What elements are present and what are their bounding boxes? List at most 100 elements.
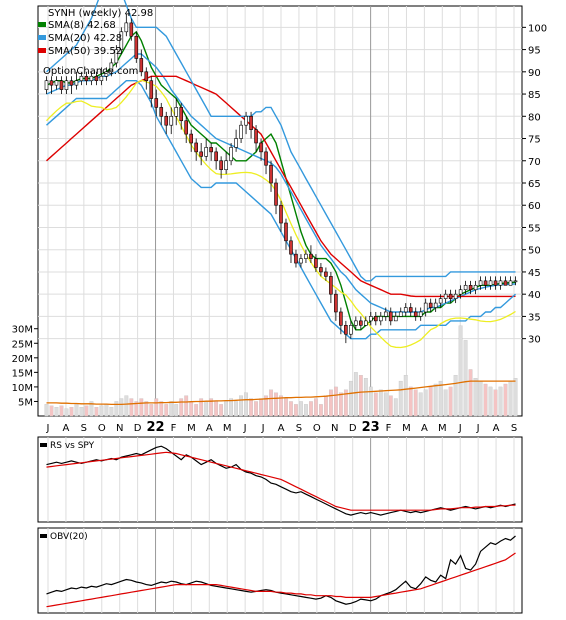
price-candle [413,307,418,321]
volume-bar [443,389,448,417]
price-candle [44,76,49,95]
volume-bar [199,398,204,417]
price-candle [349,320,353,339]
price-candle [403,303,408,317]
volume-bar [408,386,413,417]
volume-bar [473,378,478,417]
volume-bar [124,395,129,417]
price-tick-label: 95 [528,46,541,57]
x-month-label: M [223,423,232,434]
price-candle [488,276,493,290]
x-month-label: S [81,423,87,434]
price-candle [354,316,358,330]
x-month-label: J [476,423,480,434]
price-candle [369,311,373,326]
volume-bar [144,401,149,417]
volume-bar [438,380,443,417]
volume-bar [363,378,368,417]
price-candle [279,200,283,232]
volume-bar [44,404,49,417]
price-candle [59,76,64,95]
volume-tick-label: 5M [18,397,33,408]
price-candle [453,289,458,304]
volume-bar [373,392,378,417]
price-candle [269,160,273,192]
price-channel-guide-line [46,79,516,349]
price-candle [374,311,378,326]
obv-ma-line [46,552,516,608]
price-candle [189,129,193,152]
volume-bar [348,380,353,417]
price-candle [344,320,348,344]
price-candle [84,71,89,86]
volume-bar [324,395,328,417]
price-candle [443,289,448,304]
price-candle [334,289,338,321]
x-year-label: 22 [146,420,164,435]
price-candle [309,245,313,264]
price-candle [129,18,134,41]
price-candle [229,142,233,166]
volume-bar [453,375,458,417]
price-candle [503,276,508,286]
legend-sma50-label: SMA(50) 39.52 [48,46,122,57]
x-month-label: M [438,423,447,434]
volume-bar [89,401,94,417]
volume-tick-label: 15M [12,368,33,379]
volume-bar [74,404,79,417]
price-tick-label: 50 [528,246,541,257]
price-candle [458,285,463,299]
volume-bar [338,392,343,417]
legend-sma50-swatch [38,48,46,53]
volume-bar [64,408,69,417]
x-month-label: F [386,423,392,434]
volume-bar [139,398,144,417]
obv-panel-title: OBV(20) [50,532,88,542]
volume-bar [54,407,59,417]
volume-tick-label: 20M [12,354,33,365]
volume-bar [428,386,433,417]
volume-bar [204,401,209,417]
x-month-label: O [98,423,106,434]
price-candle [184,116,188,143]
price-tick-label: 45 [528,268,541,279]
price-candle [383,307,388,321]
price-candle [94,71,99,86]
price-candle [79,71,84,86]
volume-bar [493,389,498,417]
price-candle [209,142,213,161]
volume-bar [159,401,164,417]
legend-sma8-label: SMA(8) 42.68 [48,20,116,31]
price-candle [508,276,513,286]
volume-bar [463,340,468,417]
price-candle [69,76,74,95]
price-candle [393,311,398,322]
x-month-label: A [278,423,285,434]
price-candle [49,76,54,95]
price-candle [319,263,323,277]
volume-bar [79,407,84,417]
price-candle [104,67,109,81]
volume-bar [299,401,303,417]
price-candle [74,71,79,90]
price-candle [364,316,368,326]
price-candle [478,276,483,290]
volume-bar [49,405,54,417]
volume-bar [468,369,473,417]
legend-sma20-label: SMA(20) 42.28 [48,33,122,44]
price-candle [224,151,228,175]
price-candle [493,276,498,290]
price-candle [99,67,104,86]
price-candle [304,249,308,264]
price-candle [274,178,278,215]
volume-bar [274,392,278,417]
volume-bar [94,407,99,417]
volume-bar [333,386,338,417]
volume-bar [254,401,258,417]
volume-bar [309,401,313,417]
x-month-label: D [349,423,357,434]
price-tick-label: 65 [528,179,541,190]
price-candle [359,316,363,330]
rs-panel-title: RS vs SPY [50,441,95,451]
